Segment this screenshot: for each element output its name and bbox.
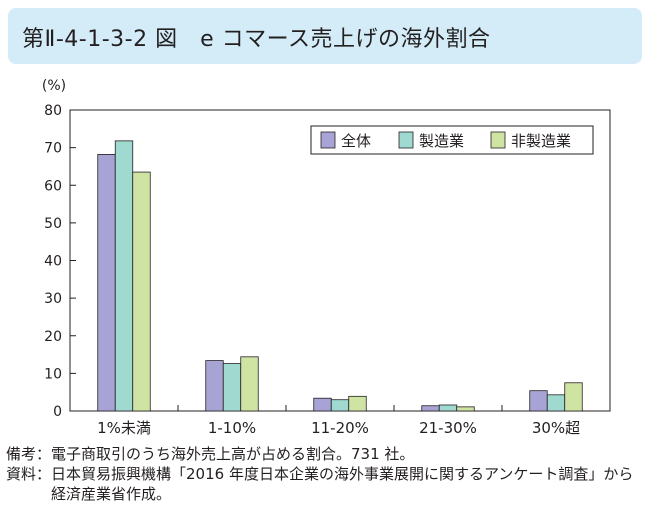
bar: [438, 404, 458, 412]
bar: [114, 140, 134, 412]
legend: 全体 製造業 非製造業: [310, 125, 594, 155]
bar: [240, 356, 259, 412]
bar: [456, 406, 475, 412]
figure-title: 第Ⅱ-4-1-3-2 図 e コマース売上げの海外割合: [22, 27, 491, 52]
y-tick-label: 40: [44, 254, 62, 270]
legend-swatch: [490, 131, 506, 149]
legend-box: [310, 125, 594, 155]
y-tick-label: 70: [44, 141, 62, 157]
bar-chart: (%) 0 10 20 30 40 50 60 70 80 1%未満 1-10% 11-20% 21-…: [42, 78, 611, 437]
y-tick-label: 80: [44, 103, 62, 119]
bar: [546, 394, 566, 412]
bar: [330, 399, 350, 412]
legend-swatch: [398, 131, 414, 149]
bar: [348, 395, 367, 412]
bar: [132, 171, 151, 412]
note-source: 資料： 日本貿易振興機構「2016 年度日本企業の海外事業展開に関するアンケート…: [6, 464, 646, 504]
plot-frame: [69, 109, 611, 412]
bars: [97, 140, 583, 412]
legend-swatch: [320, 131, 336, 149]
bar: [313, 397, 332, 412]
note-source-text: 日本貿易振興機構「2016 年度日本企業の海外事業展開に関するアンケート調査」か…: [51, 465, 634, 503]
x-tick-labels: 1%未満 1-10% 11-20% 21-30% 30%超: [97, 419, 580, 437]
note-remarks-head: 備考：: [6, 445, 52, 463]
bar: [529, 390, 548, 412]
legend-label: 全体: [341, 132, 371, 150]
bar: [205, 360, 224, 412]
y-tick-label: 50: [44, 216, 62, 232]
x-tick-label: 1%未満: [97, 419, 151, 437]
legend-label: 非製造業: [511, 132, 571, 150]
y-tick-label: 0: [53, 404, 62, 420]
bar: [421, 405, 440, 412]
y-tick-label: 30: [44, 291, 62, 307]
bar: [97, 153, 116, 412]
x-tick-label: 30%超: [532, 419, 580, 437]
bar: [222, 363, 242, 412]
x-tick-label: 1-10%: [208, 419, 256, 437]
bar: [564, 382, 583, 412]
note-remarks: 備考： 電子商取引のうち海外売上高が占める割合。731 社。: [6, 444, 646, 464]
notes: 備考： 電子商取引のうち海外売上高が占める割合。731 社。 資料： 日本貿易振…: [6, 444, 646, 504]
axes: [69, 109, 611, 412]
y-tick-labels: 0 10 20 30 40 50 60 70 80: [44, 103, 62, 420]
y-tick-label: 20: [44, 329, 62, 345]
title-band: 第Ⅱ-4-1-3-2 図 e コマース売上げの海外割合: [8, 8, 642, 64]
y-axis-unit-label: (%): [42, 78, 66, 94]
note-source-head: 資料：: [6, 465, 52, 483]
y-tick-label: 60: [44, 178, 62, 194]
y-tick-label: 10: [44, 366, 62, 382]
x-tick-label: 21-30%: [419, 419, 477, 437]
legend-label: 製造業: [419, 132, 464, 150]
note-remarks-text: 電子商取引のうち海外売上高が占める割合。731 社。: [51, 445, 415, 463]
x-tick-label: 11-20%: [311, 419, 369, 437]
